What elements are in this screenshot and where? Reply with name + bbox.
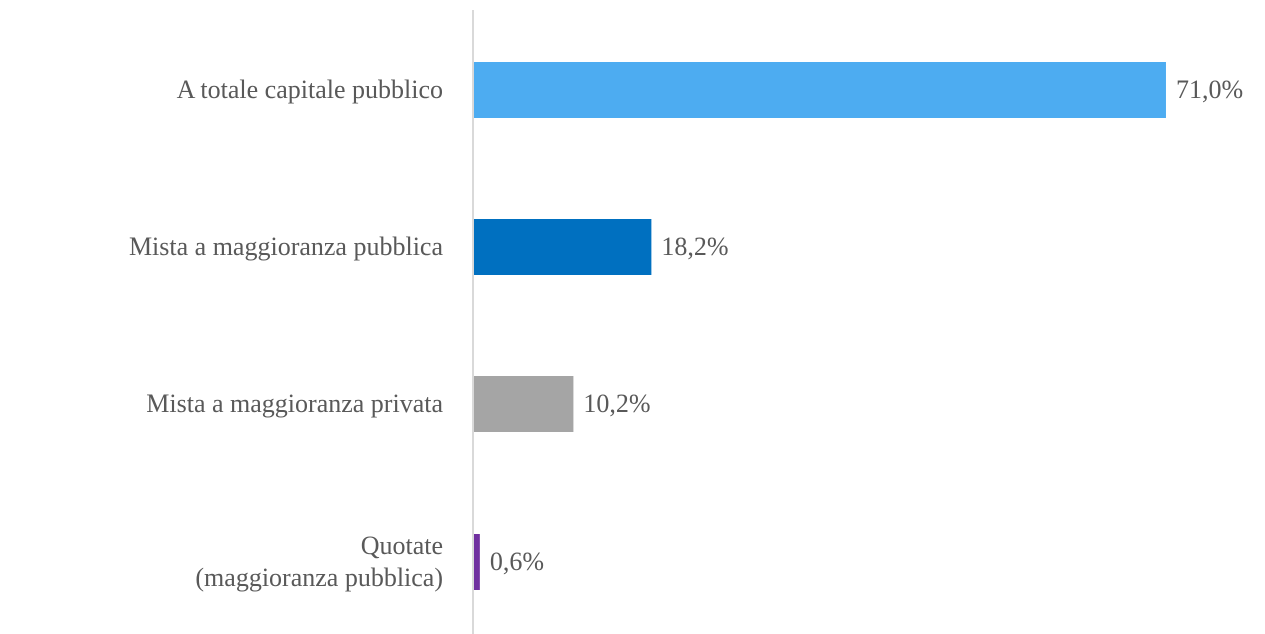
category-label: Mista a maggioranza privata: [146, 389, 443, 418]
bar: [474, 534, 480, 590]
bar: [474, 62, 1166, 118]
data-label: 18,2%: [661, 232, 729, 261]
bar: [474, 376, 574, 432]
data-label: 10,2%: [583, 389, 651, 418]
category-label: Mista a maggioranza pubblica: [128, 232, 443, 261]
data-label: 0,6%: [489, 547, 545, 576]
category-label: A totale capitale pubblico: [176, 75, 443, 104]
category-label: Quotate (maggioranza pubblica): [195, 531, 443, 592]
bar: [474, 219, 652, 275]
data-label: 71,0%: [1175, 75, 1244, 104]
